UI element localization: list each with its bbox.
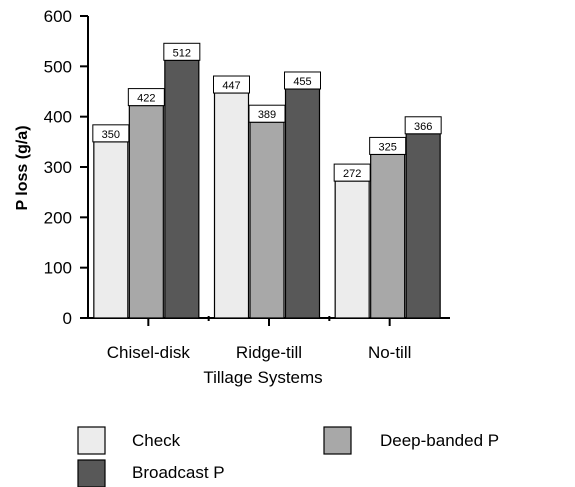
legend-swatch [323,426,352,455]
y-tick-label: 200 [44,208,72,227]
legend-label: Deep-banded P [380,431,499,450]
x-tick-label: Ridge-till [236,343,302,362]
bar [334,180,370,319]
data-label-box [248,104,286,123]
bar [164,59,200,319]
data-label-box [284,71,321,90]
data-label-box [404,116,442,135]
y-tick-label: 300 [44,158,72,177]
data-label: 366 [414,121,432,133]
axes: 0 100 200 300 400 500 600 Chisel-disk Ridge-till… [44,7,450,362]
data-label-box [127,88,165,107]
data-label: 272 [343,168,361,180]
data-label: 512 [173,47,191,59]
data-label: 447 [222,80,240,92]
data-label-box [213,75,250,94]
legend-swatch [77,426,106,455]
data-label: 422 [137,93,155,105]
y-tick-label: 100 [44,259,72,278]
data-label-box [369,136,407,155]
y-axis-title: P loss (g/a) [14,125,31,210]
x-axis-title: Tillage Systems [203,368,322,387]
bars [93,59,441,319]
bar [249,121,285,319]
data-label-box [333,163,371,182]
legend-label: Check [132,431,181,450]
legend-swatch [77,459,106,487]
data-label: 389 [258,109,276,121]
y-tick-label: 500 [44,57,72,76]
bar [284,88,321,319]
data-labels: 350 422 512 447 389 455 272 325 366 [92,42,442,182]
x-tick-label: Chisel-disk [107,343,191,362]
data-label: 455 [293,76,311,88]
y-tick-label: 600 [44,7,72,26]
bar [213,92,250,319]
x-tick-label: No-till [368,343,411,362]
data-label-box [163,42,201,61]
bar [93,141,129,319]
data-label: 350 [102,129,120,141]
legend-label: Broadcast P [132,463,225,482]
bar [128,104,164,319]
data-label: 325 [378,141,396,153]
y-tick-label: 0 [63,309,72,328]
y-tick-label: 400 [44,108,72,127]
bar [405,133,441,319]
legend: Check Deep-banded P Broadcast P [77,426,499,487]
bar [370,153,406,319]
data-label-box [92,124,130,143]
